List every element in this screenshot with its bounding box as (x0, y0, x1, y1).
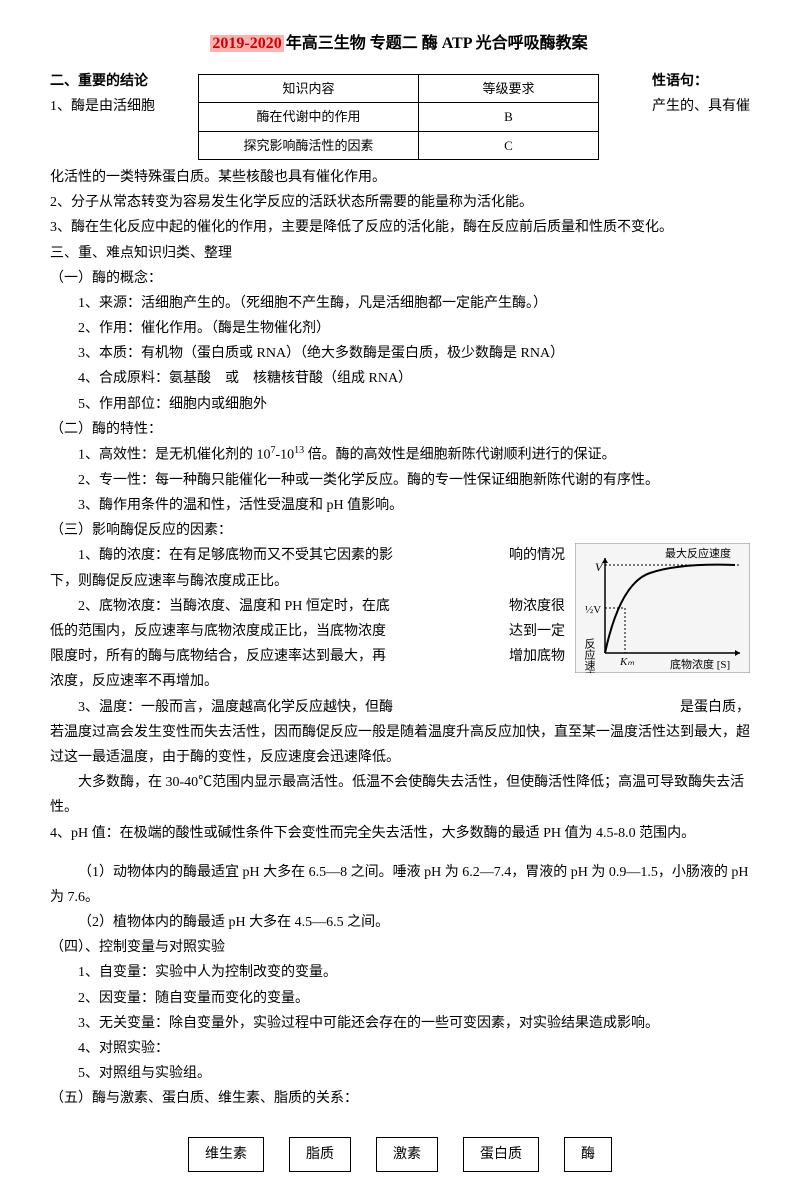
th-content: 知识内容 (199, 74, 419, 102)
page-title: 2019-2020年高三生物 专题二 酶 ATP 光合呼吸酶教案 (50, 30, 750, 59)
para-3: 3、酶在生化反应中起的催化的作用，主要是降低了反应的活化能，酶在反应前后质量和性… (50, 215, 750, 240)
box-protein: 蛋白质 (463, 1137, 539, 1172)
list-item: 3、无关变量：除自变量外，实验过程中可能还会存在的一些可变因素，对实验结果造成影… (78, 1011, 750, 1036)
para-1c: 化活性的一类特殊蛋白质。某些核酸也具有催化作用。 (50, 165, 750, 190)
knowledge-table: 知识内容 等级要求 酶在代谢中的作用 B 探究影响酶活性的因素 C (198, 74, 599, 160)
list-item: 1、高效性：是无机催化剂的 107-1013 倍。酶的高效性是细胞新陈代谢顺利进… (78, 442, 750, 468)
td: B (419, 103, 599, 131)
list-item: 1、来源：活细胞产生的。（死细胞不产生酶，凡是活细胞都一定能产生酶。） (78, 291, 750, 316)
p-ph2: （2）植物体内的酶最适 pH 大多在 4.5—6.5 之间。 (50, 910, 750, 935)
title-year: 2019-2020 (210, 35, 283, 52)
p-ph1: （1）动物体内的酶最适宜 pH 大多在 6.5—8 之间。唾液 pH 为 6.2… (50, 860, 750, 910)
para-2: 2、分子从常态转变为容易发生化学反应的活跃状态所需要的能量称为活化能。 (50, 190, 750, 215)
td: C (419, 131, 599, 159)
saturation-curve-chart: 最大反应速度 V ½V Kₘ 底物浓度 [S] 反应速度 (575, 543, 750, 682)
section-2-label: 二、重要的结论 (50, 74, 148, 89)
s3-3-3b: 若温度过高会发生变性而失去活性，因而酶促反应一般是随着温度升高反应加快，直至某一… (50, 720, 750, 770)
th-level: 等级要求 (419, 74, 599, 102)
box-lipid: 脂质 (289, 1137, 351, 1172)
section-3: 三、重、难点知识归类、整理 (50, 241, 750, 266)
list-item: 2、因变量：随自变量而变化的变量。 (78, 986, 750, 1011)
table-row: 知识内容 等级要求 (199, 74, 599, 102)
list-item: 5、对照组与实验组。 (78, 1061, 750, 1086)
list-item: 1、自变量：实验中人为控制改变的变量。 (78, 960, 750, 985)
table-row: 探究影响酶活性的因素 C (199, 131, 599, 159)
list-item: 2、作用：催化作用。（酶是生物催化剂） (78, 316, 750, 341)
svg-text:反应速度: 反应速度 (583, 638, 596, 673)
title-text: 年高三生物 专题二 酶 ATP 光合呼吸酶教案 (284, 35, 590, 52)
box-vitamin: 维生素 (188, 1137, 264, 1172)
td: 探究影响酶活性的因素 (199, 131, 419, 159)
svg-text:底物浓度 [S]: 底物浓度 [S] (670, 657, 730, 671)
para-1a: 1、酶是由活细胞 (50, 94, 155, 119)
list-item: 5、作用部位：细胞内或细胞外 (78, 392, 750, 417)
concept-boxes: 维生素 脂质 激素 蛋白质 酶 (50, 1137, 750, 1172)
svg-text:Kₘ: Kₘ (619, 656, 634, 668)
list-item: 3、酶作用条件的温和性，活性受温度和 pH 值影响。 (78, 493, 750, 518)
para-1b: 产生的、具有催 (652, 94, 750, 119)
svg-text:½V: ½V (585, 604, 601, 616)
box-enzyme: 酶 (564, 1137, 612, 1172)
s3-1-title: （一）酶的概念： (50, 266, 750, 291)
list-item: 2、专一性：每一种酶只能催化一种或一类化学反应。酶的专一性保证细胞新陈代谢的有序… (78, 468, 750, 493)
s3-2-title: （二）酶的特性： (50, 417, 750, 442)
td: 酶在代谢中的作用 (199, 103, 419, 131)
box-hormone: 激素 (376, 1137, 438, 1172)
p-temp: 大多数酶，在 30-40℃范围内显示最高活性。低温不会使酶失去活性，但使酶活性降… (50, 770, 750, 820)
s3-5-title: （五）酶与激素、蛋白质、维生素、脂质的关系： (50, 1086, 750, 1111)
list-item: 3、本质：有机物（蛋白质或 RNA）（绝大多数酶是蛋白质，极少数酶是 RNA） (78, 341, 750, 366)
s3-3-3: 3、温度：一般而言，温度越高化学反应越快，但酶是蛋白质， (50, 695, 750, 720)
table-row: 酶在代谢中的作用 B (199, 103, 599, 131)
list-item: 4、合成原料：氨基酸 或 核糖核苷酸（组成 RNA） (78, 366, 750, 391)
s3-3-title: （三）影响酶促反应的因素： (50, 518, 750, 543)
chart-svg: 最大反应速度 V ½V Kₘ 底物浓度 [S] 反应速度 (575, 543, 750, 673)
svg-text:最大反应速度: 最大反应速度 (665, 546, 731, 560)
s3-4-title: （四）、控制变量与对照实验 (50, 935, 750, 960)
section-2-tail: 性语句： (652, 74, 708, 89)
list-item: 4、对照实验： (78, 1036, 750, 1061)
p-ph: 4、pH 值：在极端的酸性或碱性条件下会变性而完全失去活性，大多数酶的最适 PH… (50, 821, 750, 846)
